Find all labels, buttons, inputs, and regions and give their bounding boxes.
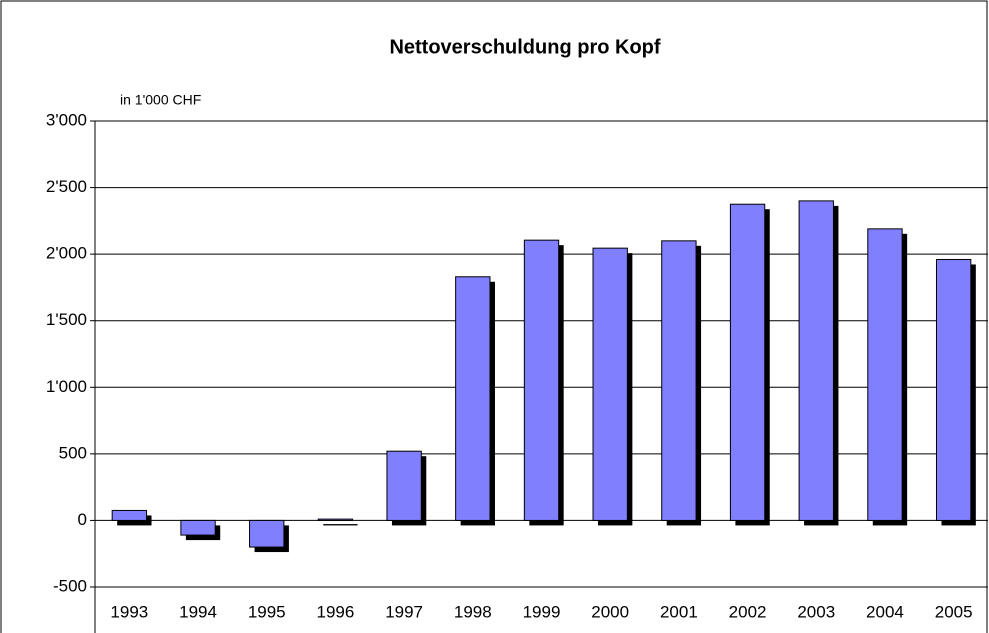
- x-tick-label: 1998: [454, 602, 492, 621]
- bar: [249, 519, 285, 548]
- y-tick-label: 1'000: [46, 377, 87, 396]
- bar-shadow: [323, 524, 358, 526]
- y-tick-label: 500: [59, 443, 87, 462]
- x-tick-label: 1999: [523, 602, 561, 621]
- bar: [935, 258, 972, 521]
- y-tick-label: 2'500: [46, 177, 87, 196]
- chart-title: Nettoverschuldung pro Kopf: [389, 36, 660, 58]
- bar: [523, 239, 560, 521]
- x-tick-label: 2002: [729, 602, 767, 621]
- bar: [661, 240, 697, 521]
- bar: [729, 203, 766, 521]
- x-tick-label: 2001: [660, 602, 698, 621]
- x-tick-label: 1996: [317, 602, 355, 621]
- y-tick-label: -500: [53, 576, 87, 595]
- x-tick-label: 2003: [797, 602, 835, 621]
- bar: [455, 276, 491, 521]
- y-tick-label: 0: [78, 510, 87, 529]
- bar: [386, 450, 422, 521]
- x-tick-label: 1997: [385, 602, 423, 621]
- x-tick-label: 1993: [110, 602, 148, 621]
- x-tick-label: 1994: [179, 602, 217, 621]
- bar: [111, 509, 148, 521]
- y-tick-label: 2'000: [46, 244, 87, 263]
- y-tick-label: 3'000: [46, 110, 87, 129]
- bar: [180, 519, 216, 536]
- y-tick-label: 1'500: [46, 310, 87, 329]
- x-tick-label: 1995: [248, 602, 286, 621]
- bar: [317, 518, 354, 521]
- bar: [867, 228, 903, 521]
- x-tick-label: 2005: [935, 602, 973, 621]
- bar: [798, 200, 834, 521]
- bar: [592, 247, 628, 521]
- x-tick-label: 2004: [866, 602, 904, 621]
- y-axis-label: in 1'000 CHF: [120, 92, 201, 108]
- x-tick-label: 2000: [591, 602, 629, 621]
